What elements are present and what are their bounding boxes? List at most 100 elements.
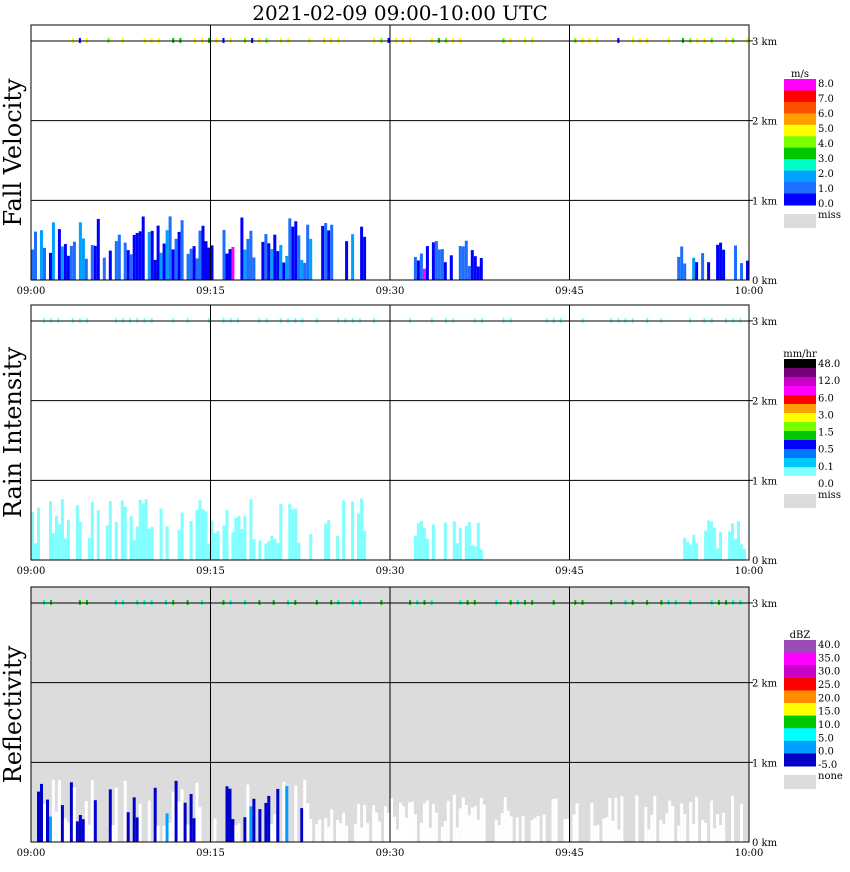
colorbar-miss-label: none xyxy=(818,771,843,782)
echo-column xyxy=(234,518,238,560)
colorbar-swatch xyxy=(784,101,816,114)
echo-column xyxy=(425,800,429,842)
echo-column xyxy=(162,825,166,842)
colorbar-swatch xyxy=(784,431,816,441)
echo-column xyxy=(464,526,468,560)
colorbar-label: 3.0 xyxy=(818,410,834,421)
echo-column xyxy=(186,824,190,842)
echo-column xyxy=(189,794,193,842)
colorbar-label: 1.0 xyxy=(818,184,834,195)
height-tick-label: 3 km xyxy=(752,37,778,48)
echo-column xyxy=(138,499,142,560)
echo-column xyxy=(168,216,172,280)
echo-column xyxy=(458,808,462,842)
echo-column xyxy=(357,803,361,842)
echo-column xyxy=(363,236,367,280)
echo-column xyxy=(644,807,648,842)
echo-column xyxy=(743,548,746,560)
echo-column xyxy=(165,230,169,280)
echo-column xyxy=(72,241,76,280)
echo-column xyxy=(671,805,675,842)
echo-column xyxy=(303,262,307,280)
echo-column xyxy=(162,518,166,560)
colorbar-label: 15.0 xyxy=(818,707,840,718)
echo-column xyxy=(467,815,471,842)
echo-column xyxy=(69,782,73,842)
echo-column xyxy=(267,795,271,842)
echo-column xyxy=(351,234,355,280)
echo-column xyxy=(57,229,61,280)
echo-column xyxy=(452,794,456,842)
colorbar-swatch xyxy=(784,182,816,195)
echo-column xyxy=(132,234,136,280)
echo-column xyxy=(111,825,115,842)
echo-column xyxy=(237,823,241,842)
echo-column xyxy=(177,231,181,280)
echo-column xyxy=(231,531,235,560)
echo-column xyxy=(440,541,444,560)
colorbar-swatch xyxy=(784,753,816,767)
echo-column xyxy=(180,789,184,842)
colorbar-label: 40.0 xyxy=(818,640,840,651)
echo-column xyxy=(126,812,130,842)
echo-column xyxy=(75,821,79,842)
colorbar-label: 0.5 xyxy=(818,445,834,456)
echo-column xyxy=(264,802,268,842)
echo-column xyxy=(40,783,43,842)
echo-column xyxy=(659,819,663,842)
echo-column xyxy=(138,803,142,842)
echo-column xyxy=(449,255,453,280)
echo-column xyxy=(213,818,217,842)
echo-column xyxy=(402,806,405,842)
echo-column xyxy=(37,507,40,560)
echo-column xyxy=(285,255,289,280)
echo-column xyxy=(740,544,743,560)
echo-column xyxy=(390,798,393,842)
echo-column xyxy=(713,828,717,842)
echo-column xyxy=(57,524,61,560)
echo-column xyxy=(731,523,734,560)
x-tick-label: 09:00 xyxy=(17,566,46,577)
echo-column xyxy=(90,780,94,842)
echo-column xyxy=(243,515,247,560)
echo-column xyxy=(425,538,429,560)
echo-column xyxy=(443,522,447,560)
colorbar-label: 4.0 xyxy=(818,139,834,150)
echo-column xyxy=(339,823,343,842)
echo-column xyxy=(494,819,498,842)
echo-column xyxy=(66,255,70,280)
echo-column xyxy=(294,508,298,560)
x-tick-label: 09:15 xyxy=(196,848,225,859)
echo-column xyxy=(57,780,61,842)
colorbar-miss-label: miss xyxy=(818,210,841,221)
colorbar-label: 8.0 xyxy=(818,79,834,90)
echo-column xyxy=(695,262,699,280)
echo-column xyxy=(695,796,699,842)
echo-column xyxy=(596,825,600,842)
echo-column xyxy=(249,499,253,560)
echo-column xyxy=(249,230,253,280)
echo-column xyxy=(686,541,690,560)
colorbar-swatch xyxy=(784,359,816,369)
colorbar-label: 0.0 xyxy=(818,479,834,490)
plot-frame xyxy=(30,586,750,843)
echo-column xyxy=(476,522,480,560)
echo-column xyxy=(198,807,202,842)
echo-column xyxy=(297,235,301,280)
colorbar-swatch xyxy=(784,467,816,477)
echo-column xyxy=(159,252,163,280)
colorbar-label: 1.5 xyxy=(818,428,834,439)
echo-column xyxy=(135,817,139,842)
echo-column xyxy=(731,795,734,842)
colorbar-swatch xyxy=(784,170,816,183)
echo-column xyxy=(387,812,390,842)
echo-column xyxy=(665,813,669,842)
echo-column xyxy=(482,804,486,842)
echo-column xyxy=(264,543,268,560)
echo-column xyxy=(273,814,277,842)
echo-column xyxy=(156,825,160,842)
echo-column xyxy=(590,803,594,842)
echo-column xyxy=(608,798,612,842)
echo-column xyxy=(572,814,576,842)
echo-column xyxy=(357,513,361,560)
